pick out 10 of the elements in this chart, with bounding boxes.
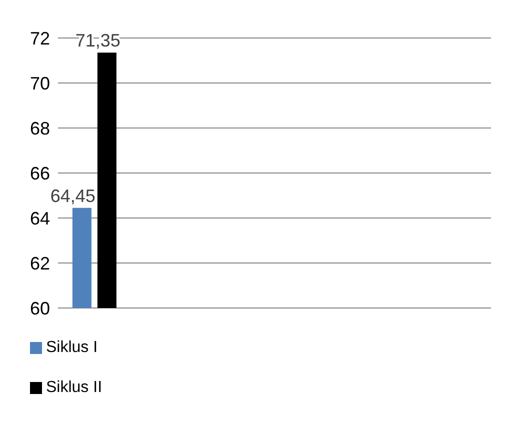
y-tick-label: 70 [30, 73, 50, 94]
legend-label: Siklus II [46, 379, 102, 397]
y-tick-label: 64 [30, 208, 50, 228]
y-tick-label: 72 [30, 28, 50, 48]
y-tick-label: 68 [30, 118, 50, 138]
y-tick-label: 62 [30, 253, 50, 274]
data-label: 64,45 [50, 186, 96, 206]
legend-label: Siklus I [46, 339, 98, 357]
y-tick-label: 66 [30, 163, 50, 184]
y-tick-label: 60 [30, 298, 50, 318]
